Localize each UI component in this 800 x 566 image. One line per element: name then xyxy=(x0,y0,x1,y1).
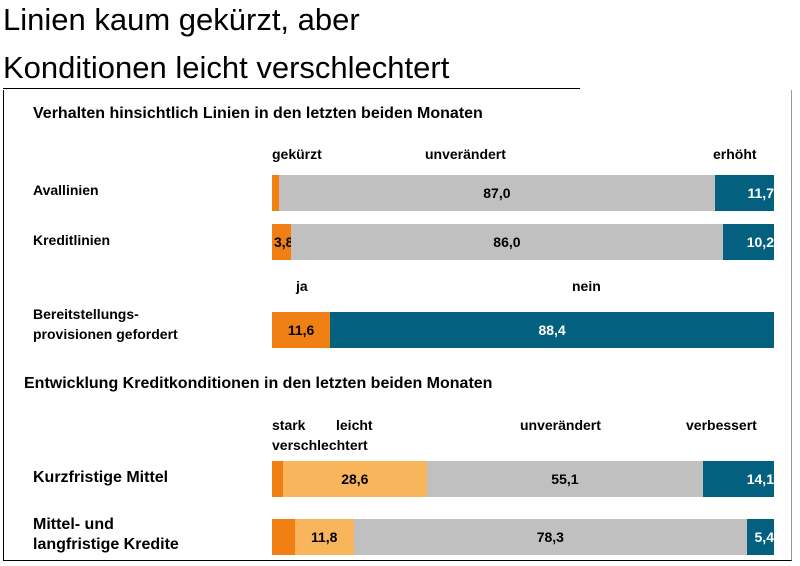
bar-segment-bereitstellungsprovisionen-nein xyxy=(330,312,774,348)
row-label-avallinien-text: Avallinien xyxy=(33,182,99,198)
bar-segment-avallinien-erhoeht xyxy=(715,175,774,211)
bar-avallinien: 87,0 11,7 xyxy=(272,175,774,211)
header-gekuerzt: gekürzt xyxy=(272,146,322,162)
bar-segment-kurzfristige-mittel-verbessert xyxy=(703,461,774,497)
header-verbessert: verbessert xyxy=(686,417,757,433)
data-label-bereitstellungsprovisionen-ja: 11,6 xyxy=(287,322,315,338)
bar-segment-avallinien-unveraendert xyxy=(278,175,716,211)
bar-segment-kurzfristige-mittel-leicht-verschlechtert xyxy=(283,461,427,497)
bar-segment-avallinien-gekuerzt xyxy=(272,175,279,211)
row-label-bereitstellungsprovisionen-line-1: Bereitstellungs- xyxy=(33,306,139,322)
row-label-kreditlinien: Kreditlinien xyxy=(33,230,110,250)
data-label-kurzfristige-mittel-leicht-verschlechtert: 28,6 xyxy=(341,471,369,487)
bar-segment-langfristige-kredite-unveraendert xyxy=(353,519,747,555)
bar-segment-kurzfristige-mittel-stark-verschlechtert xyxy=(272,461,284,497)
data-label-kreditlinien-erhoeht: 10,2 xyxy=(746,234,774,250)
header-leicht: leicht xyxy=(336,417,373,433)
bar-segment-langfristige-kredite-verbessert xyxy=(746,519,774,555)
title-line-1: Linien kaum gekürzt, aber xyxy=(3,2,360,37)
bar-segment-kurzfristige-mittel-unveraendert xyxy=(426,461,704,497)
title-line-2: Konditionen leicht verschlechtert xyxy=(3,50,450,85)
row-label-langfristige-kredite-line-1: Mittel- und xyxy=(33,516,114,533)
data-label-bereitstellungsprovisionen-nein: 88,4 xyxy=(538,322,566,338)
row-label-langfristige-kredite: Mittel- und langfristige Kredite xyxy=(33,515,179,555)
header-ja: ja xyxy=(296,278,308,294)
data-label-avallinien-unveraendert: 87,0 xyxy=(483,185,511,201)
data-label-kurzfristige-mittel-verbessert: 14,1 xyxy=(746,471,774,487)
row-label-bereitstellungsprovisionen: Bereitstellungs- provisionen gefordert xyxy=(33,304,178,344)
bar-segment-kreditlinien-unveraendert xyxy=(291,224,723,260)
bar-segment-langfristige-kredite-stark-verschlechtert xyxy=(272,519,295,555)
data-label-kreditlinien-gekuerzt: 3,8 xyxy=(274,234,294,250)
header-stark: stark xyxy=(272,417,306,433)
data-label-avallinien-erhoeht: 11,7 xyxy=(747,185,774,201)
bar-kurzfristige-mittel: 28,6 55,1 14,1 xyxy=(272,461,774,497)
bar-langfristige-kredite: 11,8 78,3 5,4 xyxy=(272,519,774,555)
chart-panel xyxy=(3,90,792,561)
header-unveraendert-2: unverändert xyxy=(520,417,601,433)
section-title-kreditkonditionen: Entwicklung Kreditkonditionen in den let… xyxy=(24,375,493,392)
data-label-langfristige-kredite-leicht-verschlechtert: 11,8 xyxy=(310,529,338,545)
row-label-kurzfristige-mittel: Kurzfristige Mittel xyxy=(33,468,168,488)
bar-segment-kreditlinien-gekuerzt xyxy=(272,224,292,260)
data-label-kurzfristige-mittel-unveraendert: 55,1 xyxy=(551,471,579,487)
data-label-kreditlinien-unveraendert: 86,0 xyxy=(493,234,521,250)
header-nein: nein xyxy=(572,278,601,294)
section-title-linien: Verhalten hinsichtlich Linien in den let… xyxy=(33,105,483,122)
header-erhoeht: erhöht xyxy=(713,146,757,162)
data-label-langfristige-kredite-unveraendert: 78,3 xyxy=(536,529,564,545)
bar-segment-langfristige-kredite-leicht-verschlechtert xyxy=(294,519,354,555)
row-label-bereitstellungsprovisionen-line-2: provisionen gefordert xyxy=(33,326,178,342)
row-label-kreditlinien-text: Kreditlinien xyxy=(33,232,111,248)
header-unveraendert-1: unverändert xyxy=(425,146,506,162)
row-label-langfristige-kredite-line-2: langfristige Kredite xyxy=(33,536,179,553)
bar-segment-bereitstellungsprovisionen-ja xyxy=(272,312,331,348)
title-rule xyxy=(3,88,580,89)
row-label-kurzfristige-mittel-text: Kurzfristige Mittel xyxy=(33,469,169,486)
row-label-avallinien: Avallinien xyxy=(33,180,99,200)
bar-bereitstellungsprovisionen: 11,6 88,4 xyxy=(272,312,774,348)
data-label-langfristige-kredite-verbessert: 5,4 xyxy=(754,529,774,545)
bar-kreditlinien: 3,8 86,0 10,2 xyxy=(272,224,774,260)
bar-segment-kreditlinien-erhoeht xyxy=(722,224,774,260)
header-verschlechtert: verschlechtert xyxy=(272,437,368,453)
